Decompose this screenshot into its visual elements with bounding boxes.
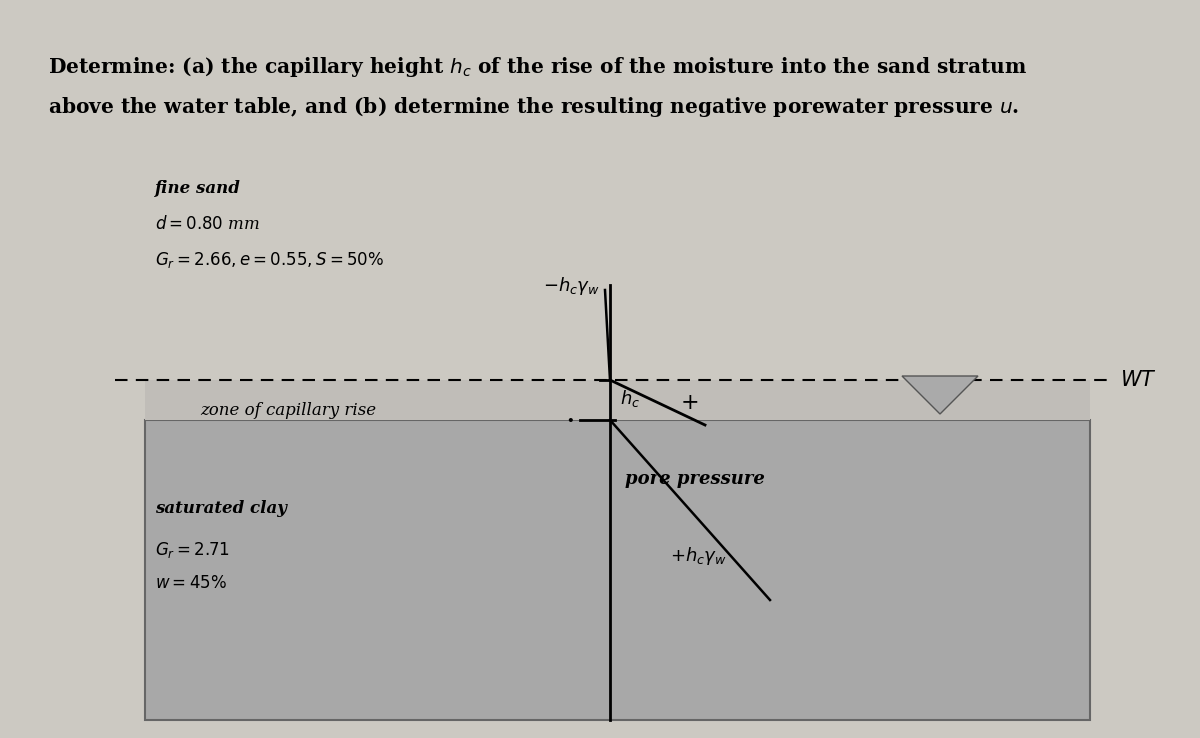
Text: +: + <box>680 392 700 414</box>
Text: $G_r = 2.66, e = 0.55, S = 50\%$: $G_r = 2.66, e = 0.55, S = 50\%$ <box>155 250 384 270</box>
Text: .: . <box>566 405 574 427</box>
Text: above the water table, and (b) determine the resulting negative porewater pressu: above the water table, and (b) determine… <box>48 95 1019 119</box>
Text: saturated clay: saturated clay <box>155 500 287 517</box>
Text: $-h_c\gamma_w$: $-h_c\gamma_w$ <box>544 275 600 297</box>
Text: zone of capillary rise: zone of capillary rise <box>200 402 376 419</box>
Polygon shape <box>902 376 978 414</box>
Bar <box>145 380 1090 420</box>
Text: $G_r = 2.71$: $G_r = 2.71$ <box>155 540 230 560</box>
Text: Determine: (a) the capillary height $h_c$ of the rise of the moisture into the s: Determine: (a) the capillary height $h_c… <box>48 55 1027 79</box>
Text: fine sand: fine sand <box>155 180 241 197</box>
Bar <box>145 420 1090 720</box>
Text: $WT$: $WT$ <box>1120 370 1157 390</box>
Text: $+h_c\gamma_w$: $+h_c\gamma_w$ <box>670 545 727 567</box>
Text: $h_c$: $h_c$ <box>620 388 640 409</box>
Text: pore pressure: pore pressure <box>625 470 764 488</box>
Text: $d = 0.80$ mm: $d = 0.80$ mm <box>155 215 260 233</box>
Text: $w = 45\%$: $w = 45\%$ <box>155 575 227 592</box>
